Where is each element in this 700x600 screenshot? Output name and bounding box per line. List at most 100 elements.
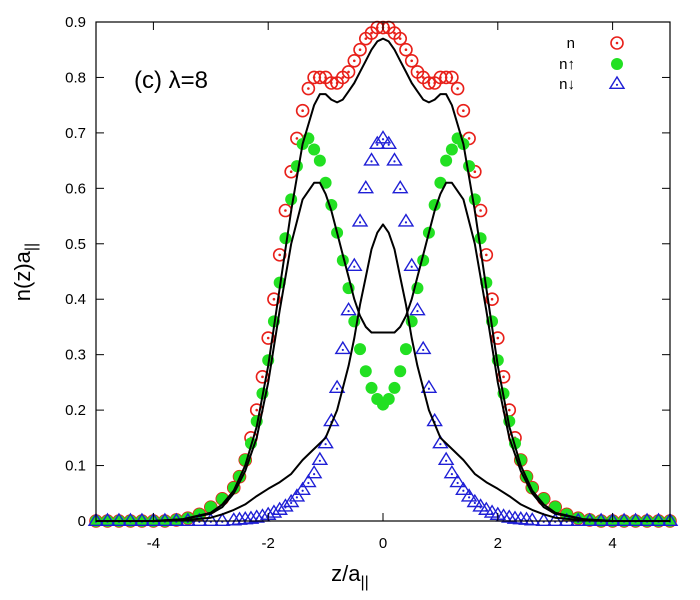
marker-triangle xyxy=(288,488,306,502)
data-point xyxy=(354,343,367,356)
legend-item-n: n xyxy=(567,35,624,52)
marker-triangle xyxy=(386,152,403,166)
x-tick-label: -2 xyxy=(262,535,275,552)
marker-triangle xyxy=(391,180,409,194)
data-point xyxy=(319,176,332,189)
data-point xyxy=(334,340,352,355)
marker-triangle xyxy=(311,451,329,466)
marker-triangle xyxy=(133,512,151,527)
marker-triangle xyxy=(523,512,541,526)
data-point xyxy=(455,481,472,495)
data-point xyxy=(386,152,403,166)
marker-ring xyxy=(479,248,494,262)
marker-dot xyxy=(335,387,339,390)
data-point xyxy=(485,292,499,307)
marker-dot xyxy=(341,76,345,79)
legend-label: n↑ xyxy=(559,56,575,73)
marker-triangle xyxy=(466,493,484,508)
data-point xyxy=(313,154,326,167)
marker-dot xyxy=(278,253,281,257)
data-point xyxy=(460,488,478,502)
data-point xyxy=(347,54,362,68)
marker-triangle xyxy=(604,512,621,527)
marker-triangle xyxy=(460,488,478,502)
marker-triangle xyxy=(546,512,564,527)
x-tick-label: 4 xyxy=(608,535,616,552)
marker-triangle xyxy=(437,451,455,466)
marker-triangle xyxy=(99,512,116,527)
marker-ring xyxy=(450,81,465,96)
y-tick-label: 0.3 xyxy=(65,347,86,364)
marker-dot xyxy=(416,70,419,74)
series-n-down xyxy=(87,130,679,527)
marker-dot xyxy=(347,70,350,74)
marker-dot xyxy=(421,76,425,79)
data-point xyxy=(305,464,323,479)
marker-dot xyxy=(301,489,304,492)
marker-ring xyxy=(404,54,419,68)
marker-dot xyxy=(422,348,425,352)
marker-triangle xyxy=(414,340,432,355)
data-point xyxy=(285,193,298,206)
marker-dot xyxy=(381,138,385,141)
data-point xyxy=(272,248,287,262)
marker-triangle xyxy=(122,512,139,527)
marker-triangle xyxy=(374,130,392,144)
y-tick-label: 0.1 xyxy=(65,458,86,475)
marker-triangle xyxy=(248,509,265,523)
plot-frame xyxy=(95,21,671,522)
panel-label: (c) λ=8 xyxy=(134,67,208,94)
marker-dot xyxy=(433,81,436,85)
data-point xyxy=(346,257,363,271)
marker-dot xyxy=(456,87,459,90)
marker-triangle xyxy=(455,481,472,495)
x-axis-title: z/a|| xyxy=(331,561,369,591)
data-point xyxy=(288,488,306,502)
data-point xyxy=(450,81,465,96)
legend-item-n-down: n↓ xyxy=(559,75,626,93)
x-axis-title-subscript: || xyxy=(361,574,369,591)
marker-dot xyxy=(507,408,511,412)
marker-dot xyxy=(445,459,448,462)
data-point xyxy=(403,257,420,271)
data-point xyxy=(399,42,413,57)
marker-ring xyxy=(341,65,356,79)
marker-dot xyxy=(485,253,488,257)
marker-dot xyxy=(473,501,476,505)
marker-triangle xyxy=(346,257,363,271)
data-point xyxy=(382,393,395,406)
x-tick-label: 2 xyxy=(494,535,502,552)
marker-dot xyxy=(358,48,362,52)
marker-ring xyxy=(456,103,471,118)
marker-dot xyxy=(290,501,293,505)
legend: n n↑ n↓ xyxy=(559,35,626,93)
data-point xyxy=(468,193,481,206)
x-tick-label: -4 xyxy=(147,535,160,552)
y-tick-label: 0.4 xyxy=(65,291,86,308)
marker-dot xyxy=(462,109,465,113)
marker-dot xyxy=(427,387,431,390)
marker-triangle xyxy=(214,512,231,527)
data-point xyxy=(440,154,453,167)
marker-triangle xyxy=(397,213,415,227)
data-point xyxy=(279,232,292,245)
data-point xyxy=(445,143,458,156)
marker-ring xyxy=(261,331,276,345)
data-point xyxy=(351,213,369,227)
legend-label: n xyxy=(567,35,575,52)
marker-triangle xyxy=(615,512,633,527)
marker-triangle xyxy=(357,180,375,194)
marker-triangle xyxy=(535,512,552,527)
data-point xyxy=(479,248,494,262)
data-point xyxy=(261,331,276,345)
marker-dot xyxy=(370,160,373,163)
marker-dot xyxy=(450,76,454,79)
series-n-up xyxy=(90,132,676,527)
marker-dot xyxy=(284,209,287,212)
marker-dot xyxy=(399,188,402,191)
marker-triangle xyxy=(334,340,352,355)
y-axis-title: n(z)a|| xyxy=(10,243,40,301)
marker-dot xyxy=(393,31,396,35)
marker-ring xyxy=(490,331,505,345)
marker-dot xyxy=(490,297,494,301)
